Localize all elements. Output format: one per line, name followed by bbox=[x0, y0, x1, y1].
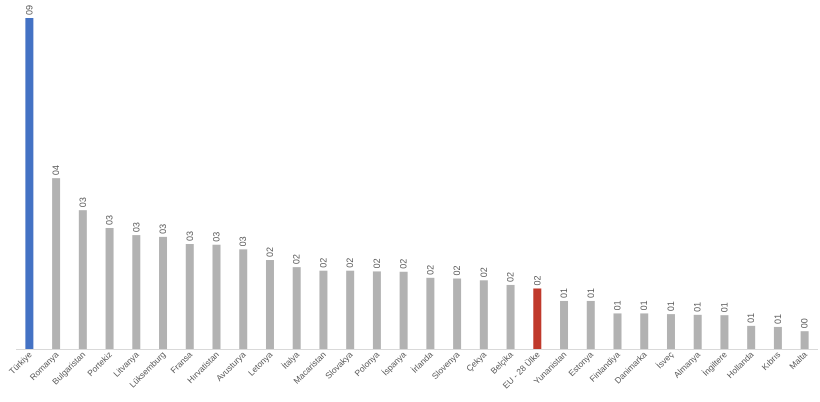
value-label-10: 02 bbox=[292, 254, 302, 264]
value-label-21: 01 bbox=[586, 288, 596, 298]
category-label-29: Malta bbox=[787, 349, 809, 371]
value-label-7: 03 bbox=[212, 232, 222, 242]
bar-5 bbox=[159, 236, 168, 349]
bar-16 bbox=[453, 278, 462, 349]
value-label-5: 03 bbox=[158, 224, 168, 234]
bar-28 bbox=[773, 326, 782, 349]
bar-21 bbox=[586, 300, 595, 349]
value-label-15: 02 bbox=[425, 265, 435, 275]
category-label-24: İsveç bbox=[654, 349, 676, 371]
bar-25 bbox=[693, 314, 702, 349]
value-label-1: 04 bbox=[51, 165, 61, 175]
category-label-17: Çekya bbox=[464, 349, 488, 373]
bar-8 bbox=[239, 249, 248, 349]
bar-6 bbox=[185, 244, 194, 349]
value-label-3: 03 bbox=[105, 215, 115, 225]
bar-9 bbox=[265, 260, 274, 349]
category-label-3: Portekiz bbox=[85, 349, 114, 378]
bar-4 bbox=[132, 235, 141, 349]
value-label-8: 03 bbox=[238, 236, 248, 246]
category-label-10: İtalya bbox=[280, 349, 302, 371]
category-label-28: Kıbrıs bbox=[760, 349, 783, 372]
value-label-22: 01 bbox=[613, 300, 623, 310]
category-label-13: Polonya bbox=[353, 349, 382, 378]
bar-29 bbox=[800, 331, 809, 349]
bar-1 bbox=[52, 178, 61, 349]
bar-17 bbox=[479, 280, 488, 349]
value-label-19: 02 bbox=[532, 275, 542, 285]
category-label-16: Slovenya bbox=[430, 349, 462, 381]
value-label-17: 02 bbox=[479, 267, 489, 277]
value-label-28: 01 bbox=[773, 314, 783, 324]
bar-13 bbox=[372, 271, 381, 349]
bar-23 bbox=[640, 313, 649, 349]
value-label-12: 02 bbox=[345, 258, 355, 268]
bar-27 bbox=[747, 325, 756, 349]
bar-22 bbox=[613, 313, 622, 349]
category-label-12: Slovakya bbox=[323, 349, 355, 381]
value-label-6: 03 bbox=[185, 231, 195, 241]
bar-19 bbox=[533, 288, 542, 349]
category-labels-group: TürkiyeRomanyaBulgaristanPortekizLitvany… bbox=[7, 349, 809, 391]
value-label-11: 02 bbox=[318, 258, 328, 268]
bar-20 bbox=[560, 300, 569, 349]
bar-18 bbox=[506, 284, 515, 349]
bar-26 bbox=[720, 315, 729, 349]
value-label-16: 02 bbox=[452, 266, 462, 276]
value-label-4: 03 bbox=[131, 222, 141, 232]
value-label-26: 01 bbox=[719, 302, 729, 312]
value-label-20: 01 bbox=[559, 288, 569, 298]
value-label-24: 01 bbox=[666, 301, 676, 311]
bar-10 bbox=[292, 267, 301, 349]
category-label-9: Letonya bbox=[246, 349, 275, 378]
bar-12 bbox=[346, 270, 355, 349]
category-label-8: Avusturya bbox=[214, 349, 248, 383]
value-label-23: 01 bbox=[639, 300, 649, 310]
bar-24 bbox=[666, 314, 675, 349]
value-labels-group: 09 04 03 03 03 03 03 03 03 02 02 02 02 02 02 02 02 02 02 02… bbox=[24, 5, 809, 328]
value-label-0: 09 bbox=[24, 5, 34, 15]
value-label-9: 02 bbox=[265, 247, 275, 257]
value-label-25: 01 bbox=[693, 302, 703, 312]
value-label-2: 03 bbox=[78, 197, 88, 207]
category-label-6: Fransa bbox=[168, 349, 194, 375]
bar-14 bbox=[399, 271, 408, 349]
bar-7 bbox=[212, 244, 221, 349]
value-label-27: 01 bbox=[746, 313, 756, 323]
bar-0 bbox=[25, 18, 34, 349]
category-label-15: İrlanda bbox=[409, 349, 435, 375]
value-label-29: 00 bbox=[800, 318, 810, 328]
category-label-14: İspanya bbox=[380, 349, 408, 377]
value-label-18: 02 bbox=[506, 272, 516, 282]
category-label-27: Hollanda bbox=[725, 349, 756, 380]
bar-2 bbox=[78, 210, 87, 349]
bar-3 bbox=[105, 227, 114, 349]
bars-group bbox=[25, 18, 809, 349]
bar-15 bbox=[426, 277, 435, 349]
value-label-13: 02 bbox=[372, 258, 382, 268]
value-label-14: 02 bbox=[399, 259, 409, 269]
category-label-25: Almanya bbox=[672, 349, 703, 380]
bar-11 bbox=[319, 270, 328, 349]
